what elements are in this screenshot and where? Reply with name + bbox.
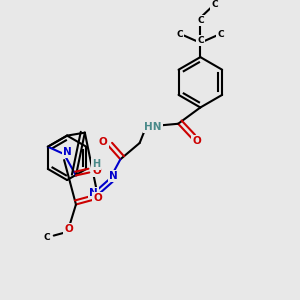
Text: HN: HN xyxy=(144,122,162,132)
Text: C: C xyxy=(211,0,218,9)
Text: C: C xyxy=(217,30,224,39)
Text: O: O xyxy=(192,136,201,146)
Text: N: N xyxy=(89,188,98,198)
Text: O: O xyxy=(92,166,101,176)
Text: O: O xyxy=(64,224,73,234)
Text: N: N xyxy=(63,147,72,157)
Text: H: H xyxy=(92,159,100,169)
Text: O: O xyxy=(99,137,108,147)
Text: N: N xyxy=(109,171,118,181)
Text: C: C xyxy=(44,232,50,242)
Text: C: C xyxy=(197,16,204,25)
Text: C: C xyxy=(197,36,204,45)
Text: O: O xyxy=(93,193,102,203)
Text: C: C xyxy=(177,30,184,39)
